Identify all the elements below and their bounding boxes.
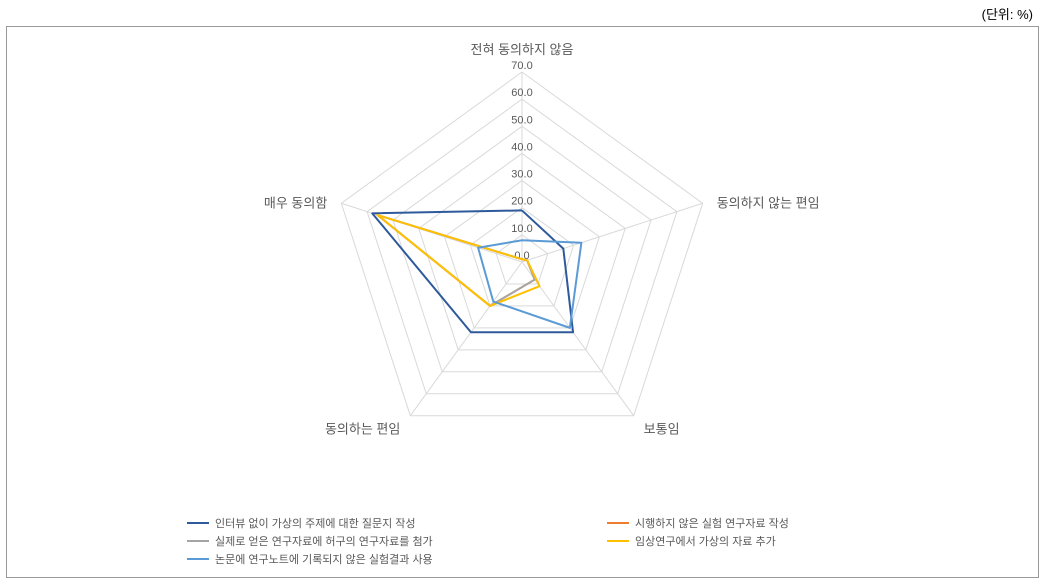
svg-text:보통임: 보통임 bbox=[644, 422, 680, 437]
svg-text:전혀 동의하지 않음: 전혀 동의하지 않음 bbox=[471, 42, 574, 57]
legend-label: 논문에 연구노트에 기록되지 않은 실험결과 사용 bbox=[215, 551, 433, 567]
legend-swatch bbox=[187, 540, 209, 542]
legend-label: 인터뷰 없이 가상의 주제에 대한 질문지 작성 bbox=[215, 515, 416, 531]
svg-text:50.0: 50.0 bbox=[511, 114, 532, 126]
svg-text:60.0: 60.0 bbox=[511, 87, 532, 99]
legend-item: 인터뷰 없이 가상의 주제에 대한 질문지 작성 bbox=[187, 515, 567, 531]
legend-item: 임상연구에서 가상의 자료 추가 bbox=[607, 533, 987, 549]
legend-item: 시행하지 않은 실험 연구자료 작성 bbox=[607, 515, 987, 531]
legend-label: 임상연구에서 가상의 자료 추가 bbox=[635, 533, 776, 549]
legend-swatch bbox=[187, 558, 209, 560]
chart-frame: 0.010.020.030.040.050.060.070.0전혀 동의하지 않… bbox=[6, 26, 1039, 578]
svg-text:동의하지 않는 편임: 동의하지 않는 편임 bbox=[717, 195, 820, 210]
svg-text:30.0: 30.0 bbox=[511, 169, 532, 181]
svg-text:10.0: 10.0 bbox=[511, 223, 532, 235]
radar-svg: 0.010.020.030.040.050.060.070.0전혀 동의하지 않… bbox=[137, 37, 907, 497]
svg-text:70.0: 70.0 bbox=[511, 60, 532, 72]
legend-item: 실제로 얻은 연구자료에 허구의 연구자료를 첨가 bbox=[187, 533, 567, 549]
svg-text:20.0: 20.0 bbox=[511, 196, 532, 208]
legend-swatch bbox=[607, 540, 629, 542]
legend-label: 실제로 얻은 연구자료에 허구의 연구자료를 첨가 bbox=[215, 533, 433, 549]
unit-label: (단위: %) bbox=[982, 4, 1033, 23]
radar-chart: 0.010.020.030.040.050.060.070.0전혀 동의하지 않… bbox=[137, 37, 907, 497]
legend: 인터뷰 없이 가상의 주제에 대한 질문지 작성 시행하지 않은 실험 연구자료 … bbox=[187, 515, 987, 567]
legend-swatch bbox=[187, 522, 209, 524]
svg-text:40.0: 40.0 bbox=[511, 141, 532, 153]
legend-item: 논문에 연구노트에 기록되지 않은 실험결과 사용 bbox=[187, 551, 567, 567]
legend-swatch bbox=[607, 522, 629, 524]
svg-text:동의하는 편임: 동의하는 편임 bbox=[325, 422, 400, 437]
legend-label: 시행하지 않은 실험 연구자료 작성 bbox=[635, 515, 789, 531]
svg-text:매우 동의함: 매우 동의함 bbox=[264, 195, 327, 210]
